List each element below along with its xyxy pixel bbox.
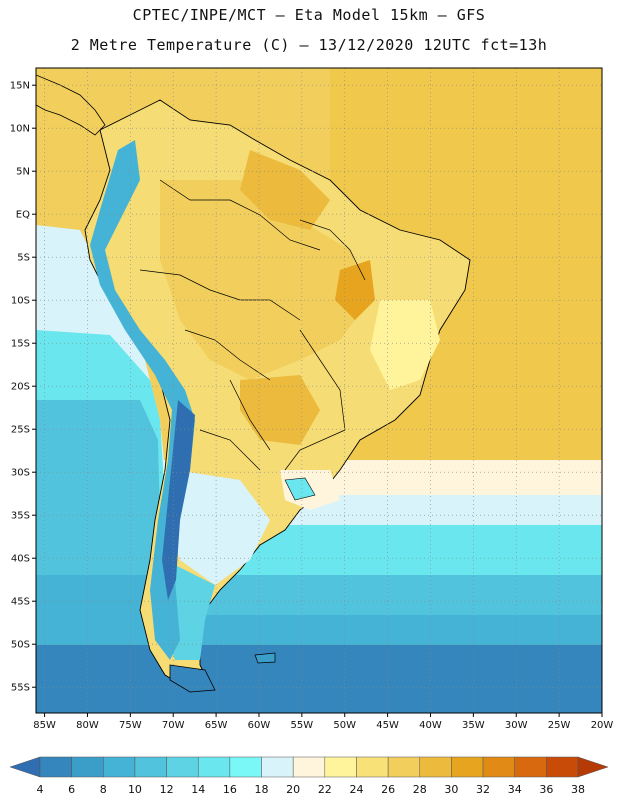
lake-patos [284,477,316,501]
lat-tick-label: 15N [10,81,30,92]
lon-tick-label: 60W [248,720,271,731]
colorbar-swatch [229,756,262,778]
lon-tick-label: 65W [205,720,228,731]
interior-hot-south [240,375,320,445]
lon-tick-label: 35W [462,720,485,731]
colorbar-label: 26 [381,783,395,796]
lon-tick-label: 50W [333,720,356,731]
colorbar-swatch [292,756,326,778]
lat-tick-label: 35S [11,511,30,522]
lon-tick-label: 40W [419,720,442,731]
colorbar-label: 12 [160,783,174,796]
lat-tick-label: 5N [16,167,30,178]
lon-tick-label: 80W [76,720,99,731]
pacific-band-south-2 [36,575,150,620]
colorbar-swatch [356,756,389,778]
colorbar-swatch [197,756,231,778]
colorbar-high-arrow [577,756,609,778]
lon-tick-label: 85W [33,720,56,731]
lat-tick-label: 55S [11,683,30,694]
colorbar-label: 38 [571,783,585,796]
colorbar-label: 30 [444,783,458,796]
colorbar-label: 8 [100,783,107,796]
interior-hot-north [240,150,330,230]
lon-labels: 85W 80W 75W 70W 65W 60W 55W 50W 45W 40W 35W 30W 25W 2… [33,713,613,731]
colorbar-swatch [134,756,167,778]
lon-tick-label: 20W [591,720,614,731]
colorbar-swatch [419,756,452,778]
falklands [254,652,276,664]
colorbar: 4 6 8 10 12 14 16 18 20 22 24 26 28 30 32 34 36 38 [9,756,609,796]
title-line-2: 2 Metre Temperature (C) – 13/12/2020 12U… [70,36,548,54]
colorbar-label: 28 [413,783,427,796]
colorbar-label: 10 [128,783,142,796]
colorbar-label: 36 [539,783,553,796]
colorbar-label: 22 [318,783,332,796]
lat-tick-label: 5S [17,253,30,264]
lat-tick-label: 30S [11,468,30,479]
ocean-cool-band-5 [36,615,602,650]
country-borders [139,179,366,471]
colorbar-label: 14 [191,783,205,796]
lat-tick-label: 45S [11,597,30,608]
colorbar-swatch [482,756,515,778]
colorbar-swatch [39,756,72,778]
lon-tick-label: 70W [162,720,185,731]
lat-tick-label: 10N [10,124,30,135]
colorbar-swatch [261,756,294,778]
lat-tick-label: 15S [11,339,30,350]
patagonia-cool [165,470,270,585]
colorbar-label: 6 [68,783,75,796]
lon-tick-label: 55W [291,720,314,731]
pacific-band-south [36,520,165,580]
colorbar-label: 24 [349,783,363,796]
interior-warm [160,180,370,380]
colorbar-label: 32 [476,783,490,796]
ocean-cool-band-6 [36,645,602,713]
lon-tick-label: 45W [376,720,399,731]
lon-tick-label: 25W [548,720,571,731]
colorbar-label: 16 [223,783,237,796]
lat-tick-label: 20S [11,382,30,393]
colorbar-swatch [103,756,136,778]
pacific-coolest [36,400,160,520]
title-line-1: CPTEC/INPE/MCT – Eta Model 15km – GFS [132,6,486,24]
colorbar-swatch [387,756,421,778]
colorbar-label: 34 [508,783,522,796]
colorbar-swatch [324,756,357,778]
colorbar-label: 18 [255,783,269,796]
colorbar-label: 20 [286,783,300,796]
lat-tick-label: 10S [11,296,30,307]
colorbar-swatch [166,756,199,778]
map-frame [35,67,603,714]
colorbar-label: 4 [37,783,44,796]
colorbar-low-arrow [9,756,41,778]
colorbar-swatch [514,756,547,778]
interior-east-mild [370,300,440,390]
temperature-field [36,68,602,713]
lon-tick-label: 30W [505,720,528,731]
lat-tick-label: EQ [16,210,30,221]
lat-labels: 15N 10N 5N EQ 5S 10S 15S 20S 25S 30S 35S 40S 45S 50S 5… [10,81,36,694]
lat-tick-label: 50S [11,640,30,651]
colorbar-swatch [71,756,104,778]
lat-tick-label: 25S [11,425,30,436]
colorbar-swatch [451,756,484,778]
lat-tick-label: 40S [11,554,30,565]
colorbar-swatch [546,756,579,778]
lon-tick-label: 75W [119,720,142,731]
andes-colder [162,400,195,600]
tierra-del-fuego [169,664,216,693]
